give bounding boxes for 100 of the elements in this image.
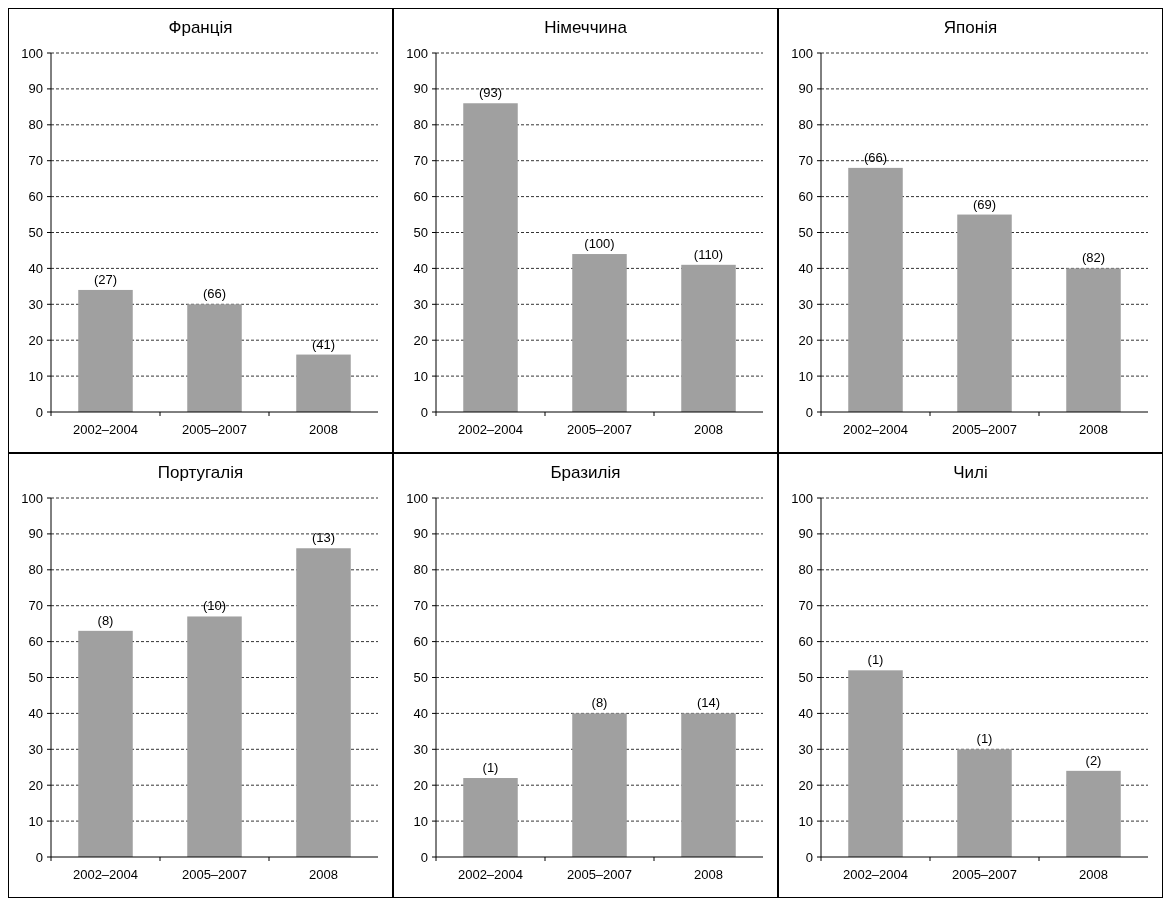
chart-title: Бразилія (550, 463, 621, 482)
y-tick-label: 60 (798, 634, 813, 650)
annotation: (69) (972, 196, 997, 212)
annotation: (100) (584, 236, 615, 252)
annotation: (8) (97, 612, 114, 628)
chart-title: Японія (943, 18, 998, 37)
bar (848, 670, 903, 857)
y-tick-label: 80 (28, 117, 43, 133)
y-tick-label: 30 (413, 296, 428, 312)
y-tick-label: 0 (35, 404, 43, 420)
y-tick-label: 40 (798, 260, 813, 276)
annotation: (13) (311, 530, 336, 546)
x-tick-label: 2008 (1079, 422, 1108, 437)
y-tick-label: 70 (798, 598, 813, 614)
y-tick-label: 30 (28, 741, 43, 757)
x-tick-label: 2005–2007 (181, 867, 248, 882)
annotation: (8) (591, 695, 608, 711)
annotation: (14) (696, 695, 721, 711)
y-tick-label: 60 (28, 189, 43, 205)
y-tick-label: 90 (798, 526, 813, 542)
x-tick-label: 2005–2007 (951, 422, 1018, 437)
y-tick-label: 50 (28, 670, 43, 686)
y-tick-label: 0 (420, 404, 428, 420)
y-tick-label: 60 (413, 634, 428, 650)
y-tick-label: 100 (406, 45, 428, 61)
y-tick-label: 40 (413, 705, 428, 721)
y-tick-label: 10 (798, 813, 813, 829)
y-tick-label: 30 (28, 296, 43, 312)
annotation: (1) (867, 652, 884, 668)
x-tick-label: 2008 (1079, 867, 1108, 882)
bar (957, 749, 1012, 857)
y-tick-label: 60 (413, 189, 428, 205)
y-tick-label: 50 (413, 670, 428, 686)
y-tick-label: 40 (413, 260, 428, 276)
x-tick-label: 2002–2004 (72, 422, 139, 437)
x-tick-label: 2002–2004 (457, 422, 524, 437)
x-tick-label: 2008 (309, 867, 338, 882)
annotation: (82) (1081, 250, 1106, 266)
y-tick-label: 100 (791, 45, 813, 61)
annotation: (41) (311, 336, 336, 352)
y-tick-label: 40 (28, 705, 43, 721)
x-tick-label: 2005–2007 (566, 422, 633, 437)
y-tick-label: 30 (413, 741, 428, 757)
y-tick-label: 100 (406, 490, 428, 506)
y-tick-label: 90 (413, 526, 428, 542)
y-tick-label: 80 (28, 562, 43, 578)
y-tick-label: 100 (21, 490, 43, 506)
bar (1066, 268, 1121, 412)
bar (848, 167, 903, 412)
y-tick-label: 50 (798, 670, 813, 686)
annotation: (27) (93, 271, 118, 287)
y-tick-label: 70 (28, 153, 43, 169)
bar (296, 548, 351, 857)
y-tick-label: 90 (28, 526, 43, 542)
y-tick-label: 80 (798, 117, 813, 133)
y-tick-label: 50 (28, 225, 43, 241)
bar (187, 616, 242, 857)
y-tick-label: 70 (798, 153, 813, 169)
x-tick-label: 2008 (694, 422, 723, 437)
y-tick-label: 70 (413, 598, 428, 614)
x-tick-label: 2002–2004 (457, 867, 524, 882)
bar (1066, 770, 1121, 857)
annotation: (1) (976, 731, 993, 747)
y-tick-label: 80 (798, 562, 813, 578)
y-tick-label: 100 (791, 490, 813, 506)
y-tick-label: 20 (28, 332, 43, 348)
annotation: (66) (202, 286, 227, 302)
bar (78, 630, 133, 857)
chart-title: Чилі (953, 463, 988, 482)
annotation: (93) (478, 85, 503, 101)
y-tick-label: 20 (413, 332, 428, 348)
y-tick-label: 90 (28, 81, 43, 97)
x-tick-label: 2002–2004 (842, 422, 909, 437)
y-tick-label: 30 (798, 296, 813, 312)
y-tick-label: 50 (413, 225, 428, 241)
chart-title: Франція (168, 18, 233, 37)
y-tick-label: 60 (28, 634, 43, 650)
y-tick-label: 0 (35, 849, 43, 865)
y-tick-label: 10 (798, 368, 813, 384)
y-tick-label: 40 (28, 260, 43, 276)
y-tick-label: 80 (413, 562, 428, 578)
y-tick-label: 40 (798, 705, 813, 721)
y-tick-label: 0 (805, 849, 813, 865)
annotation: (66) (863, 149, 888, 165)
chart-title: Португалія (157, 463, 244, 482)
bar (296, 354, 351, 412)
y-tick-label: 20 (413, 777, 428, 793)
y-tick-label: 10 (28, 368, 43, 384)
y-tick-label: 20 (798, 332, 813, 348)
y-tick-label: 0 (420, 849, 428, 865)
x-tick-label: 2005–2007 (181, 422, 248, 437)
annotation: (110) (693, 246, 724, 262)
y-tick-label: 70 (28, 598, 43, 614)
x-tick-label: 2002–2004 (842, 867, 909, 882)
y-tick-label: 60 (798, 189, 813, 205)
x-tick-label: 2005–2007 (951, 867, 1018, 882)
bar (187, 304, 242, 412)
chart-title: Німеччина (544, 18, 628, 37)
y-tick-label: 10 (28, 813, 43, 829)
y-tick-label: 70 (413, 153, 428, 169)
